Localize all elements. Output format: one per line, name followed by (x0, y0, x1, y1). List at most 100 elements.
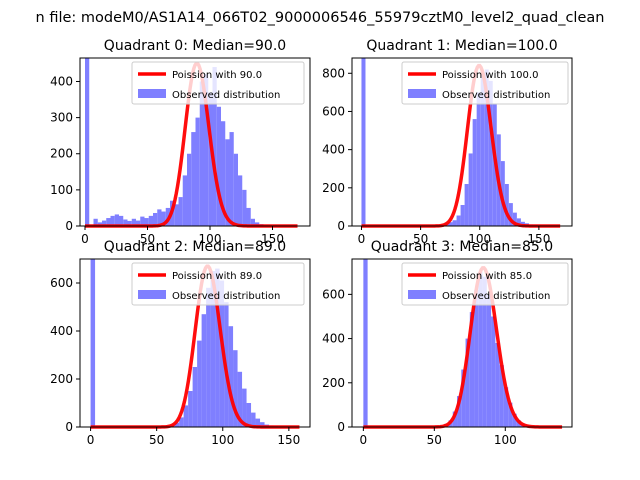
hist-bar (495, 343, 500, 427)
hist-bar (106, 218, 111, 226)
hist-bar (474, 289, 479, 427)
x-tick-label: 50 (149, 433, 164, 447)
legend: Poission with 89.0 Observed distribution (131, 262, 305, 306)
hist-bar (179, 417, 184, 427)
x-tick-label: 50 (140, 232, 155, 246)
axes-frame (79, 57, 311, 227)
axes-frame (351, 57, 573, 227)
hist-bar (192, 367, 198, 427)
hist-bar (486, 294, 492, 427)
hist-bar (237, 371, 243, 427)
legend-label-poisson: Poission with 85.0 (442, 271, 532, 282)
hist-bar (182, 175, 187, 226)
hist-bar (136, 220, 141, 226)
hist-bar (174, 204, 179, 226)
hist-bar (448, 222, 453, 226)
hist-bar (242, 388, 247, 427)
hist-bar (457, 396, 462, 427)
hist-bar (148, 215, 153, 226)
hist-bar (465, 338, 470, 427)
hist-bar (188, 391, 193, 427)
hist-bar (452, 220, 457, 226)
hist-bar (255, 222, 260, 226)
hist-bar (225, 139, 230, 226)
hist-bar (119, 215, 124, 226)
axes-frame (351, 258, 573, 428)
y-tick-label: 200 (50, 147, 73, 161)
axes-frame (79, 258, 311, 428)
hist-bar (216, 106, 221, 226)
hist-bar (472, 119, 477, 226)
legend-hist-swatch (138, 290, 166, 299)
hist-bar (499, 365, 504, 427)
hist-bar (197, 340, 202, 427)
hist-bar (210, 271, 216, 427)
legend: Poission with 90.0 Observed distribution (131, 61, 305, 105)
hist-bar (251, 412, 256, 427)
legend-label-observed: Observed distribution (172, 90, 280, 101)
y-tick-label: 100 (50, 183, 73, 197)
hist-bar (199, 81, 204, 226)
legend-label-poisson: Poission with 100.0 (442, 70, 538, 81)
hist-bar (195, 117, 200, 226)
hist-bar (191, 132, 196, 226)
hist-bar-zero (363, 259, 368, 427)
legend-label-observed: Observed distribution (442, 291, 550, 302)
y-tick-label: 200 (322, 181, 345, 195)
hist-bar (206, 287, 211, 427)
hist-bar (461, 369, 466, 427)
x-tick-label: 50 (413, 232, 428, 246)
figure-suptitle: n file: modeM0/AS1A14_066T02_9000006546_… (36, 10, 605, 26)
y-tick-label: 0 (337, 420, 345, 434)
hist-bar (153, 212, 158, 226)
subplot-quadrant-0: Quadrant 0: Median=90.0 0 50 100 150 0 100 200… (50, 38, 311, 246)
legend-box (401, 262, 569, 306)
y-tick-label: 0 (337, 219, 345, 233)
legend-box (131, 262, 305, 306)
hist-bar (480, 73, 485, 226)
hist-bar (233, 153, 238, 226)
hist-bar (504, 184, 509, 226)
hist-bar (512, 212, 517, 226)
hist-bar (102, 220, 107, 226)
y-tick-label: 600 (50, 276, 73, 290)
hist-bar-zero (361, 58, 366, 226)
hist-bar (242, 189, 247, 226)
hist-bar (260, 422, 265, 427)
hist-bar (204, 74, 209, 227)
y-tick-label: 800 (322, 66, 345, 80)
hist-bar (478, 272, 483, 427)
hist-bar (161, 211, 166, 226)
hist-bar (468, 153, 473, 226)
x-tick-label: 0 (81, 232, 89, 246)
hist-bar-zero (90, 259, 96, 427)
x-tick-label: 150 (261, 232, 284, 246)
legend-hist-swatch (138, 89, 166, 98)
hist-bar (212, 67, 217, 226)
hist-bar (250, 218, 255, 226)
legend-label-observed: Observed distribution (172, 291, 280, 302)
hist-bar (127, 220, 132, 226)
hist-bar (238, 175, 243, 226)
y-tick-label: 0 (65, 219, 73, 233)
hist-bar (187, 153, 192, 226)
y-tick-label: 600 (322, 287, 345, 301)
hist-bar-zero (85, 58, 90, 226)
hist-bar (512, 413, 517, 427)
y-tick-label: 400 (50, 74, 73, 88)
hist-bar (233, 350, 238, 427)
y-tick-label: 400 (322, 332, 345, 346)
hist-bar (93, 218, 98, 226)
hist-bar (97, 222, 102, 226)
legend-hist-swatch (408, 89, 436, 98)
legend-label-observed: Observed distribution (442, 90, 550, 101)
legend-box (131, 61, 305, 105)
hist-bar (484, 69, 489, 226)
subplot-title: Quadrant 0: Median=90.0 (104, 38, 286, 54)
x-tick-label: 0 (87, 433, 95, 447)
hist-bar (183, 405, 189, 427)
hist-bar (491, 316, 496, 427)
hist-bar (476, 92, 481, 226)
hist-bar (456, 215, 461, 226)
hist-bar (178, 197, 183, 226)
